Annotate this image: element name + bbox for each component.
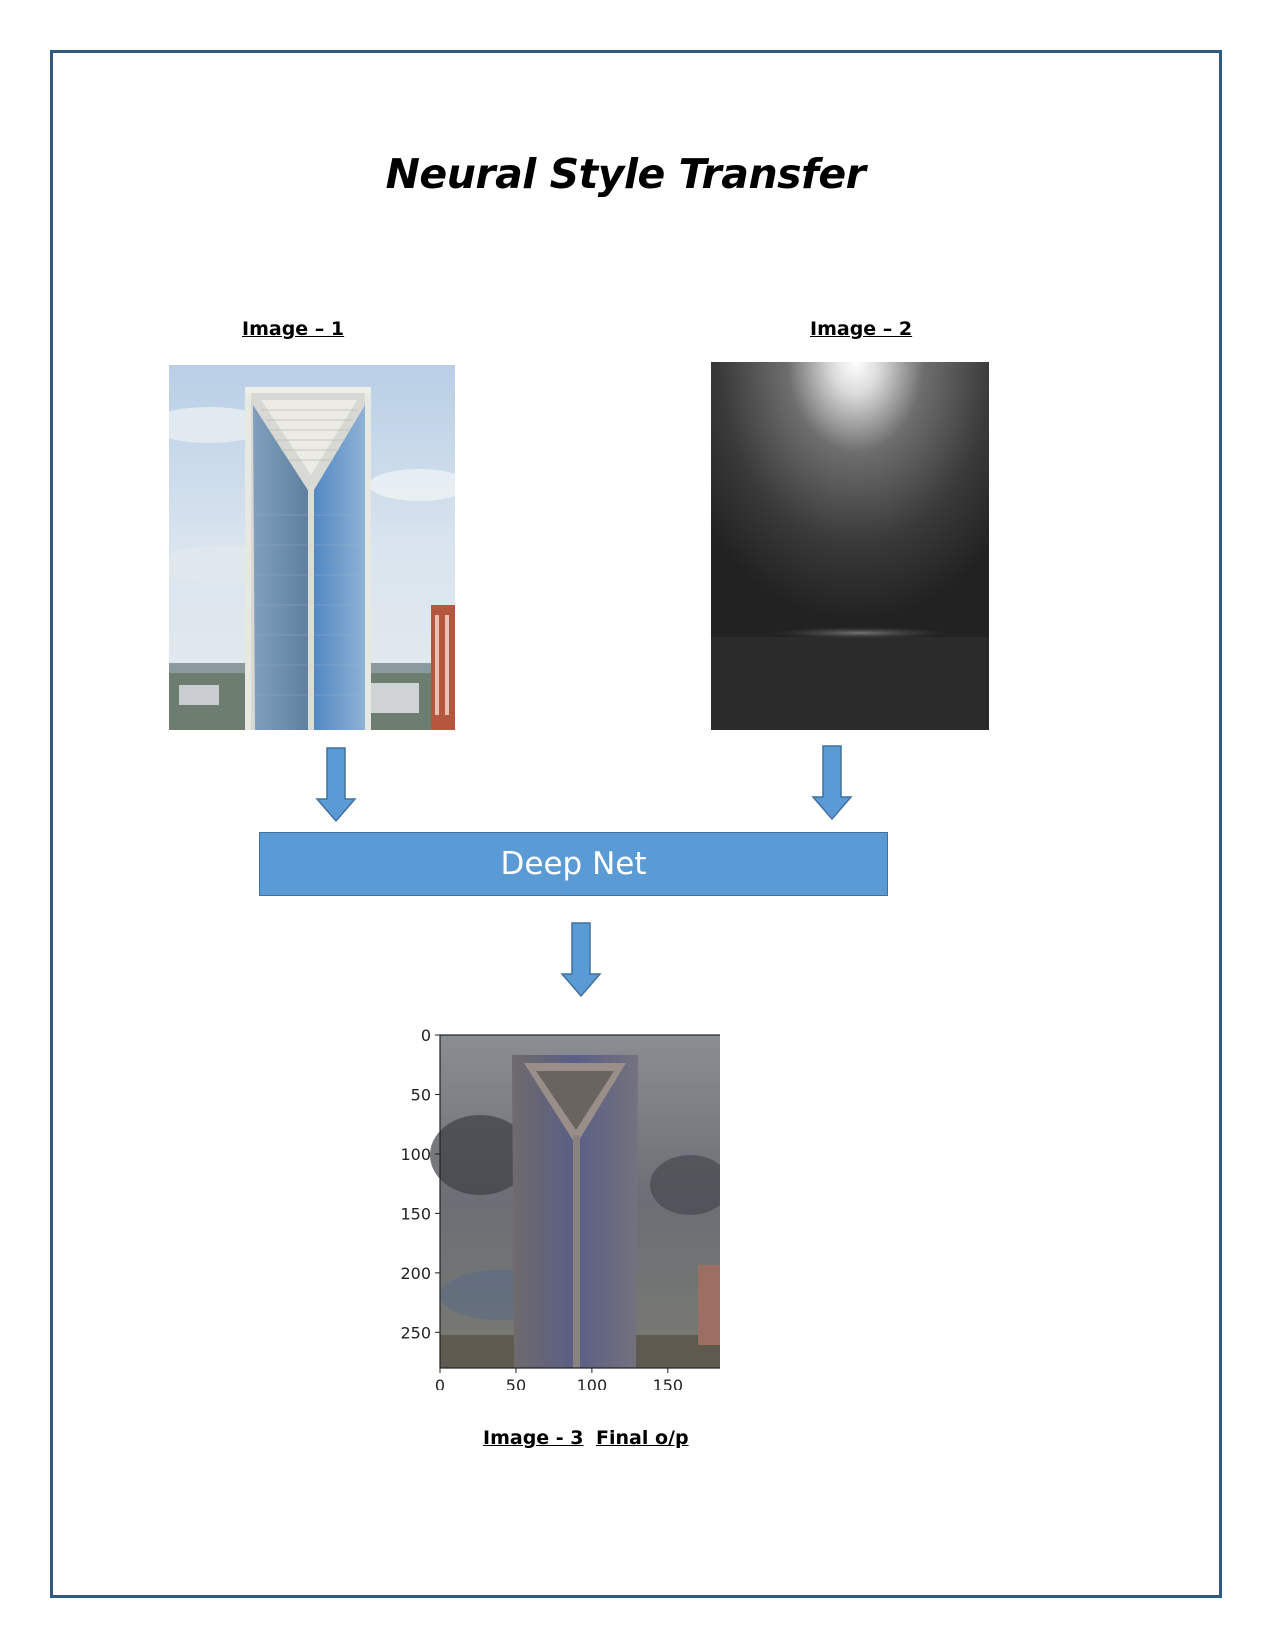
x-axis-ticks: 0 50 100 150 [435, 1368, 683, 1390]
image-2-label: Image – 2 [810, 318, 913, 340]
output-image-plot: 0 50 100 150 200 250 0 50 100 150 [400, 1026, 720, 1390]
image-1-label: Image – 1 [242, 318, 345, 340]
y-tick-label: 200 [400, 1264, 431, 1283]
y-axis-ticks: 0 50 100 150 200 250 [400, 1026, 440, 1342]
y-tick-label: 250 [400, 1323, 431, 1342]
deep-net-box: Deep Net [259, 832, 888, 896]
image-3-label: Image - 3 [483, 1427, 584, 1449]
deep-net-label: Deep Net [500, 846, 647, 882]
y-tick-label: 0 [421, 1026, 431, 1045]
output-image [430, 1035, 720, 1368]
y-tick-label: 150 [400, 1204, 431, 1223]
x-tick-label: 0 [435, 1376, 445, 1390]
page-frame [50, 50, 1222, 1598]
style-image-spotlight [711, 362, 989, 730]
content-image-building [149, 365, 469, 730]
x-tick-label: 150 [653, 1376, 684, 1390]
arrow-down-icon [811, 745, 853, 821]
x-tick-label: 100 [577, 1376, 608, 1390]
arrow-down-icon [315, 747, 357, 823]
y-tick-label: 100 [400, 1145, 431, 1164]
final-output-label: Final o/p [596, 1427, 689, 1449]
x-tick-label: 50 [506, 1376, 526, 1390]
page-title: Neural Style Transfer [385, 150, 866, 198]
y-tick-label: 50 [411, 1085, 431, 1104]
arrow-down-icon [560, 922, 602, 998]
